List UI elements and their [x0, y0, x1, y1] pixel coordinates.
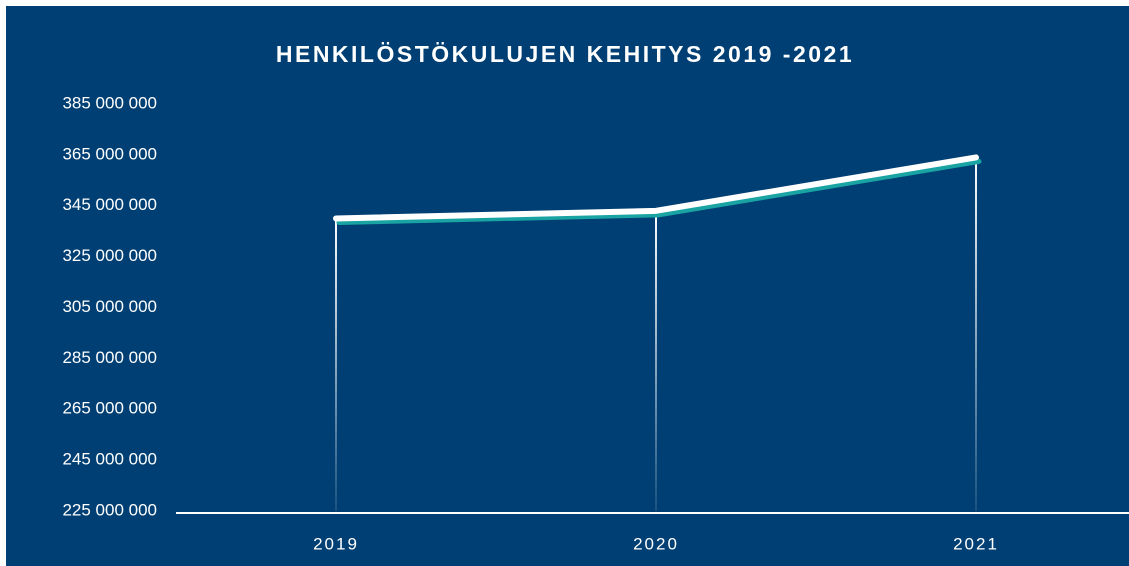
- y-tick-label: 325 000 000: [62, 246, 157, 265]
- y-tick-label: 305 000 000: [62, 297, 157, 316]
- y-tick-label: 285 000 000: [62, 348, 157, 367]
- drop-line: [975, 157, 977, 511]
- y-tick-label: 385 000 000: [62, 93, 157, 112]
- y-tick-label: 225 000 000: [62, 500, 157, 519]
- y-tick-label: 245 000 000: [62, 450, 157, 469]
- x-tick-label: 2021: [953, 534, 999, 553]
- x-tick-label: 2020: [633, 534, 679, 553]
- chart-title: HENKILÖSTÖKULUJEN KEHITYS 2019 -2021: [276, 41, 854, 67]
- line-shadow: [336, 158, 982, 225]
- drop-line: [335, 218, 337, 511]
- line: [333, 154, 979, 222]
- x-tick-label: 2019: [313, 534, 359, 553]
- y-tick-label: 265 000 000: [62, 399, 157, 418]
- y-tick-label: 365 000 000: [62, 144, 157, 163]
- drop-line: [655, 210, 657, 511]
- chart-background: [6, 6, 1129, 566]
- y-tick-label: 345 000 000: [62, 195, 157, 214]
